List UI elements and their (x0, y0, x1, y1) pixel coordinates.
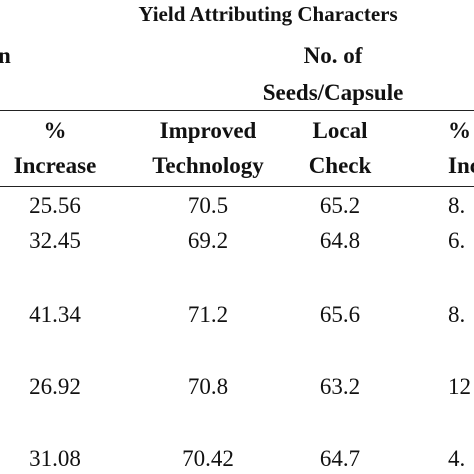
cell: 25.56 (29, 193, 81, 218)
table-title: Yield Attributing Characters (138, 2, 398, 26)
cell: 65.2 (319, 193, 361, 218)
group-header: No. of (303, 43, 363, 68)
cell: 32.45 (29, 228, 81, 253)
cell: 41.34 (29, 302, 81, 327)
cell: 31.08 (29, 446, 81, 471)
rule (0, 110, 474, 111)
cell: 64.8 (319, 228, 361, 253)
cell: 69.2 (187, 228, 229, 253)
cell: 8. (448, 193, 466, 218)
column-header: Increase (13, 153, 97, 178)
rule (0, 186, 474, 187)
cell: 26.92 (29, 374, 81, 399)
column-header: Incr (448, 153, 474, 178)
header-fragment: n (0, 43, 11, 68)
group-header: Seeds/Capsule (262, 80, 404, 105)
column-header: Technology (152, 153, 264, 178)
cell: 64.7 (319, 446, 361, 471)
cell: 8. (448, 302, 466, 327)
cell: 12 (448, 374, 471, 399)
column-header: % (43, 118, 67, 143)
column-header: Improved (159, 118, 257, 143)
cell: 6. (448, 228, 466, 253)
column-header: % (448, 118, 471, 143)
cell: 4. (448, 446, 466, 471)
column-header: Check (308, 153, 372, 178)
cell: 65.6 (319, 302, 361, 327)
cell: 70.8 (187, 374, 229, 399)
cell: 70.5 (187, 193, 229, 218)
cell: 63.2 (319, 374, 361, 399)
cell: 70.42 (182, 446, 234, 471)
column-header: Local (312, 118, 368, 143)
cell: 71.2 (187, 302, 229, 327)
